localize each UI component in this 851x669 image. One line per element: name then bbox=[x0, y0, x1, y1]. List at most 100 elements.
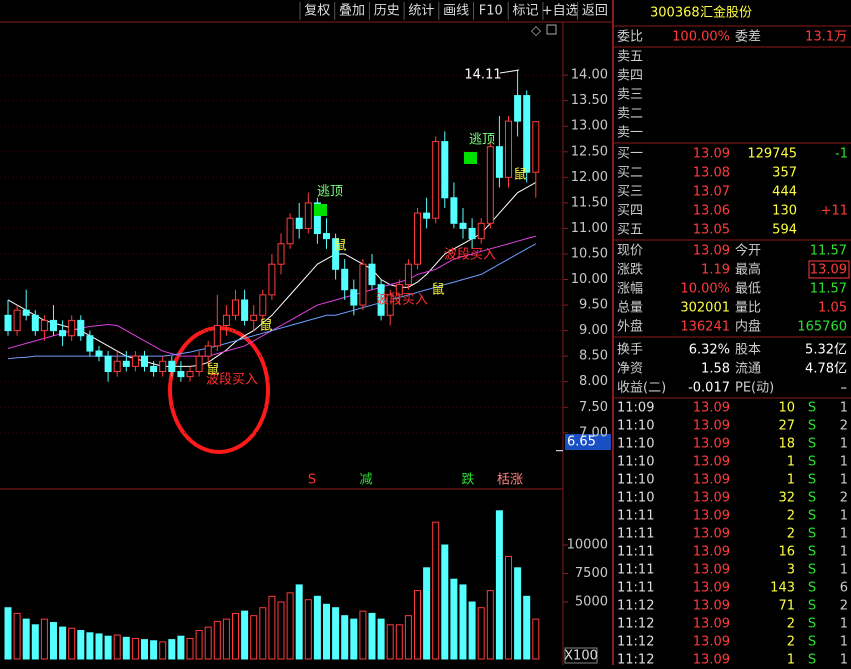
toolbar-button[interactable]: F10 bbox=[479, 4, 503, 19]
y-tick-label: 7.50 bbox=[579, 400, 608, 415]
toolbar-button[interactable]: 标记 bbox=[512, 4, 538, 19]
volume-bar bbox=[31, 624, 39, 660]
volume-bar bbox=[222, 618, 230, 660]
volume-bar bbox=[386, 624, 394, 660]
ask-label: 卖五 bbox=[617, 50, 643, 65]
volume-bar bbox=[40, 618, 48, 660]
candle-body bbox=[432, 141, 440, 219]
candle-body bbox=[104, 355, 112, 372]
trade-volume: 2 bbox=[787, 509, 795, 524]
icon[interactable] bbox=[546, 24, 557, 35]
volume-bar bbox=[441, 544, 449, 660]
volume-bar bbox=[22, 618, 30, 660]
candle-body bbox=[468, 227, 476, 240]
quote-field: 13.1万 bbox=[805, 30, 847, 45]
chart-annotation: 逃顶 bbox=[317, 185, 343, 200]
volume-bar bbox=[532, 618, 540, 660]
bid-change: -1 bbox=[835, 147, 848, 162]
trade-time: 11:12 bbox=[617, 635, 654, 650]
candle-body bbox=[332, 238, 340, 270]
volume-bar bbox=[277, 601, 285, 660]
candle-body bbox=[241, 299, 249, 321]
y-tick-label: 8.50 bbox=[579, 349, 608, 364]
stat-label: 收益(二) bbox=[617, 381, 666, 396]
trade-time: 11:10 bbox=[617, 473, 654, 488]
candle-body bbox=[40, 319, 48, 332]
toolbar-button[interactable]: 统计 bbox=[408, 4, 434, 19]
candle-body bbox=[313, 202, 321, 235]
toolbar-button[interactable]: +自选 bbox=[542, 4, 579, 19]
axis-marker-label: 6.65 bbox=[567, 435, 596, 450]
volume-bar bbox=[286, 592, 294, 660]
candle-body bbox=[277, 243, 285, 265]
stat-label: 流通 bbox=[735, 362, 761, 377]
trade-price: 13.09 bbox=[693, 545, 730, 560]
toolbar-button[interactable]: 画线 bbox=[443, 4, 469, 19]
trade-side: S bbox=[808, 563, 816, 578]
volume-bar bbox=[4, 607, 12, 660]
trade-volume: 143 bbox=[770, 581, 795, 596]
volume-bar bbox=[104, 635, 112, 660]
volume-bar bbox=[113, 634, 121, 660]
candle-body bbox=[495, 146, 503, 178]
y-tick-label: 14.00 bbox=[571, 68, 608, 83]
candle-body bbox=[505, 120, 512, 178]
trade-time: 11:10 bbox=[617, 491, 654, 506]
trade-side: S bbox=[808, 653, 816, 666]
stat-value: 5.32亿 bbox=[805, 343, 847, 358]
trade-volume: 27 bbox=[778, 419, 795, 434]
trade-time: 11:10 bbox=[617, 437, 654, 452]
stat-value: 11.57 bbox=[810, 244, 847, 259]
candle-body bbox=[213, 325, 221, 347]
trade-side: S bbox=[808, 401, 816, 416]
trade-side: S bbox=[808, 455, 816, 470]
stat-label: 换手 bbox=[617, 343, 643, 358]
candle-body bbox=[295, 217, 303, 229]
volume-bar bbox=[313, 595, 321, 660]
candle-body bbox=[13, 309, 21, 332]
trade-time: 11:10 bbox=[617, 455, 654, 470]
candle-body bbox=[423, 212, 431, 219]
signal-box bbox=[464, 152, 477, 164]
trade-time: 11:12 bbox=[617, 617, 654, 632]
candle-body bbox=[122, 360, 130, 367]
trade-count: 2 bbox=[840, 599, 848, 614]
stat-label: 净资 bbox=[617, 362, 643, 377]
volume-bar bbox=[186, 637, 194, 660]
chart-annotation: 鼠 bbox=[206, 363, 219, 378]
candle-body bbox=[77, 319, 85, 337]
trade-volume: 16 bbox=[778, 545, 795, 560]
trade-volume: 1 bbox=[787, 455, 795, 470]
ask-label: 卖四 bbox=[617, 69, 643, 84]
bid-volume: 444 bbox=[772, 185, 797, 200]
y-tick-label: 11.00 bbox=[571, 221, 608, 236]
stat-value: 6.32% bbox=[689, 343, 730, 358]
stat-label: 量比 bbox=[735, 301, 761, 316]
volume-bar bbox=[350, 618, 358, 660]
toolbar-button[interactable]: 复权 bbox=[304, 3, 330, 19]
trade-volume: 32 bbox=[778, 491, 795, 506]
trade-count: 2 bbox=[840, 491, 848, 506]
volume-bar bbox=[523, 595, 531, 660]
volume-bar bbox=[432, 521, 440, 660]
volume-bar bbox=[168, 639, 176, 660]
signal-label: S bbox=[308, 473, 316, 488]
candle-body bbox=[186, 371, 194, 378]
bid-volume: 594 bbox=[772, 223, 797, 238]
trade-time: 11:09 bbox=[617, 401, 654, 416]
toolbar-button[interactable]: 叠加 bbox=[339, 4, 365, 19]
toolbar-button[interactable]: 返回 bbox=[582, 4, 608, 19]
volume-bar bbox=[414, 590, 421, 660]
y-tick-label: 10.50 bbox=[571, 246, 608, 261]
chart-annotation: 波段买入 bbox=[206, 373, 258, 388]
y-tick-label: 12.00 bbox=[571, 170, 608, 185]
volume-bar bbox=[486, 590, 494, 660]
trade-count: 1 bbox=[840, 473, 848, 488]
trade-volume: 18 bbox=[778, 437, 795, 452]
toolbar-button[interactable]: 历史 bbox=[374, 4, 400, 19]
chart-annotation: 波段买入 bbox=[444, 248, 496, 263]
stat-value: 165760 bbox=[797, 320, 847, 335]
volume-bar bbox=[404, 615, 412, 660]
bid-label: 买五 bbox=[617, 223, 643, 238]
stat-value: 13.09 bbox=[810, 263, 847, 278]
